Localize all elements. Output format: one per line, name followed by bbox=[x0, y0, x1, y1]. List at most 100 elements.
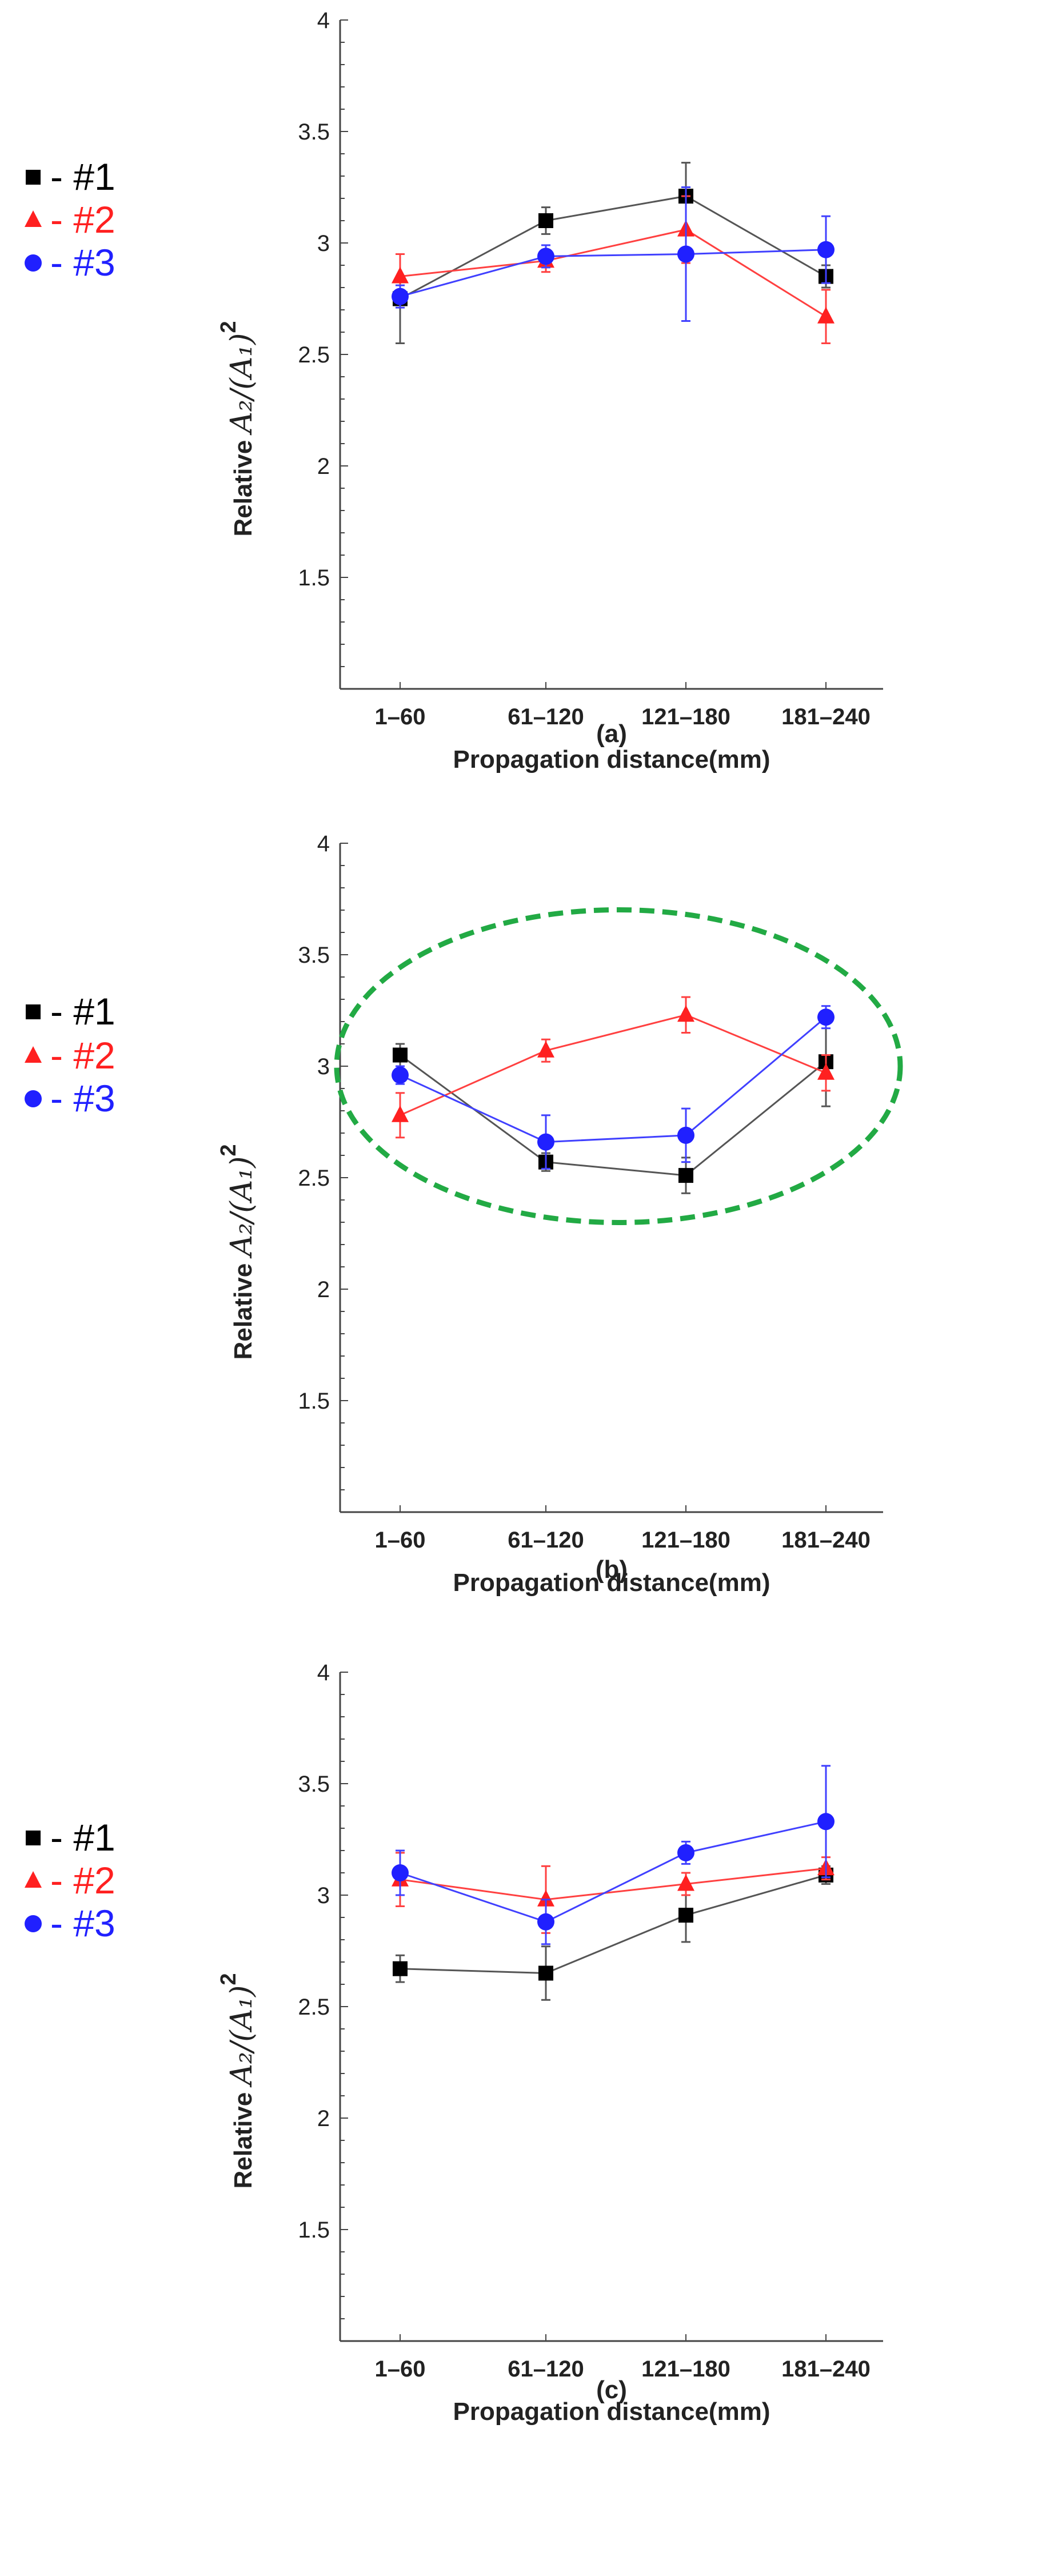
data-point bbox=[817, 1008, 835, 1026]
data-point bbox=[392, 266, 409, 284]
x-axis-label: Propagation distance(mm) bbox=[453, 1569, 770, 1597]
y-tick-label: 2.5 bbox=[298, 1166, 330, 1191]
legend-label: - #1 bbox=[50, 1816, 115, 1859]
y-axis-label-math: A₂/(A₁) bbox=[225, 1985, 259, 2088]
data-point bbox=[392, 1105, 409, 1122]
y-axis-label-math: A₂/(A₁) bbox=[225, 1157, 259, 1259]
series-n2 bbox=[392, 996, 835, 1139]
y-axis-label-prefix: Relative bbox=[229, 433, 257, 537]
data-point bbox=[677, 245, 694, 263]
series-line bbox=[400, 195, 827, 300]
legend-marker-triangle bbox=[25, 1871, 42, 1888]
x-tick-label: 1–60 bbox=[375, 1528, 426, 1553]
x-tick-label: 121–180 bbox=[641, 704, 730, 729]
legend-label: - #2 bbox=[50, 198, 115, 241]
data-point bbox=[817, 1813, 835, 1831]
legend: - #1- #2- #3 bbox=[25, 155, 115, 284]
series-line bbox=[400, 229, 827, 317]
data-point bbox=[537, 1133, 554, 1151]
y-tick-label: 2.5 bbox=[298, 342, 330, 368]
series-n1 bbox=[393, 1865, 833, 2001]
legend-marker-square bbox=[26, 1004, 41, 1019]
x-tick-label: 181–240 bbox=[781, 2356, 871, 2382]
series-n3 bbox=[392, 186, 835, 322]
x-tick-label: 181–240 bbox=[781, 1528, 871, 1553]
data-point bbox=[392, 1066, 409, 1084]
legend-marker-circle bbox=[25, 254, 42, 272]
x-axis-label: Propagation distance(mm) bbox=[453, 745, 770, 773]
data-point bbox=[678, 1908, 693, 1923]
y-tick-label: 4 bbox=[317, 8, 330, 33]
y-axis-label-math: A₂/(A₁) bbox=[225, 333, 259, 436]
y-tick-label: 1.5 bbox=[298, 1389, 330, 1414]
series-n3 bbox=[392, 1765, 835, 1945]
y-tick-label: 2 bbox=[317, 2106, 330, 2131]
data-point bbox=[392, 288, 409, 305]
y-axis-label-sup: 2 bbox=[217, 1973, 241, 1985]
series-line bbox=[400, 1016, 827, 1143]
x-tick-label: 1–60 bbox=[375, 704, 426, 729]
y-tick-label: 4 bbox=[317, 831, 330, 856]
y-tick-label: 3 bbox=[317, 231, 330, 256]
legend: - #1- #2- #3 bbox=[25, 990, 115, 1119]
legend-label: - #2 bbox=[50, 1859, 115, 1901]
legend-marker-triangle bbox=[25, 210, 42, 227]
x-tick-label: 121–180 bbox=[641, 2356, 730, 2382]
series-n3 bbox=[392, 1005, 835, 1170]
y-tick-label: 2 bbox=[317, 454, 330, 479]
series-line bbox=[400, 1054, 827, 1177]
y-tick-label: 4 bbox=[317, 1660, 330, 1685]
y-tick-label: 2 bbox=[317, 1277, 330, 1302]
series-n1 bbox=[393, 1016, 833, 1194]
data-point bbox=[538, 1965, 553, 1981]
data-point bbox=[537, 1040, 554, 1058]
legend-label: - #3 bbox=[50, 241, 115, 284]
panel-caption: (b) bbox=[596, 1556, 628, 1584]
data-point bbox=[817, 241, 835, 258]
data-point bbox=[677, 1874, 694, 1891]
series-n1 bbox=[393, 162, 833, 344]
x-tick-label: 121–180 bbox=[641, 1528, 730, 1553]
chart-panel-0: 1.5 2 2.5 3 3.5 4 1–60 61–120 121–180 181–240 Prop… bbox=[25, 8, 883, 773]
legend-marker-circle bbox=[25, 1090, 42, 1107]
legend-label: - #1 bbox=[50, 155, 115, 198]
data-point bbox=[392, 1864, 409, 1881]
data-point bbox=[537, 248, 554, 265]
x-tick-label: 181–240 bbox=[781, 704, 871, 729]
series-line bbox=[400, 249, 827, 298]
panel-caption: (c) bbox=[596, 2376, 627, 2404]
legend-marker-square bbox=[26, 1831, 41, 1845]
data-point bbox=[538, 213, 553, 228]
y-tick-label: 3.5 bbox=[298, 119, 330, 145]
legend-marker-circle bbox=[25, 1915, 42, 1932]
y-tick-label: 3.5 bbox=[298, 943, 330, 968]
legend-label: - #1 bbox=[50, 990, 115, 1032]
legend-marker-triangle bbox=[25, 1046, 42, 1063]
legend-label: - #3 bbox=[50, 1077, 115, 1119]
data-point bbox=[677, 1005, 694, 1022]
x-tick-label: 61–120 bbox=[508, 704, 584, 729]
legend: - #1- #2- #3 bbox=[25, 1816, 115, 1944]
panel-caption: (a) bbox=[596, 720, 627, 748]
data-point bbox=[817, 1063, 835, 1080]
y-axis-label: Relative A₂/(A₁)2 bbox=[217, 1144, 259, 1359]
y-tick-label: 1.5 bbox=[298, 2218, 330, 2243]
data-point bbox=[817, 306, 835, 324]
y-tick-label: 3.5 bbox=[298, 1772, 330, 1797]
y-axis-label-sup: 2 bbox=[217, 321, 241, 333]
legend-label: - #3 bbox=[50, 1902, 115, 1944]
y-tick-label: 1.5 bbox=[298, 565, 330, 591]
x-axis-label: Propagation distance(mm) bbox=[453, 2398, 770, 2426]
x-tick-label: 61–120 bbox=[508, 2356, 584, 2382]
data-point bbox=[393, 1047, 408, 1063]
series-line bbox=[400, 1820, 827, 1923]
y-tick-label: 3 bbox=[317, 1883, 330, 1908]
x-tick-label: 1–60 bbox=[375, 2356, 426, 2382]
y-tick-label: 3 bbox=[317, 1054, 330, 1079]
series-line bbox=[400, 1014, 827, 1116]
chart-panel-2: 1.5 2 2.5 3 3.5 4 1–60 61–120 121–180 181–240 Prop… bbox=[25, 1660, 883, 2426]
legend-marker-square bbox=[26, 170, 41, 185]
series-n2 bbox=[392, 195, 835, 344]
